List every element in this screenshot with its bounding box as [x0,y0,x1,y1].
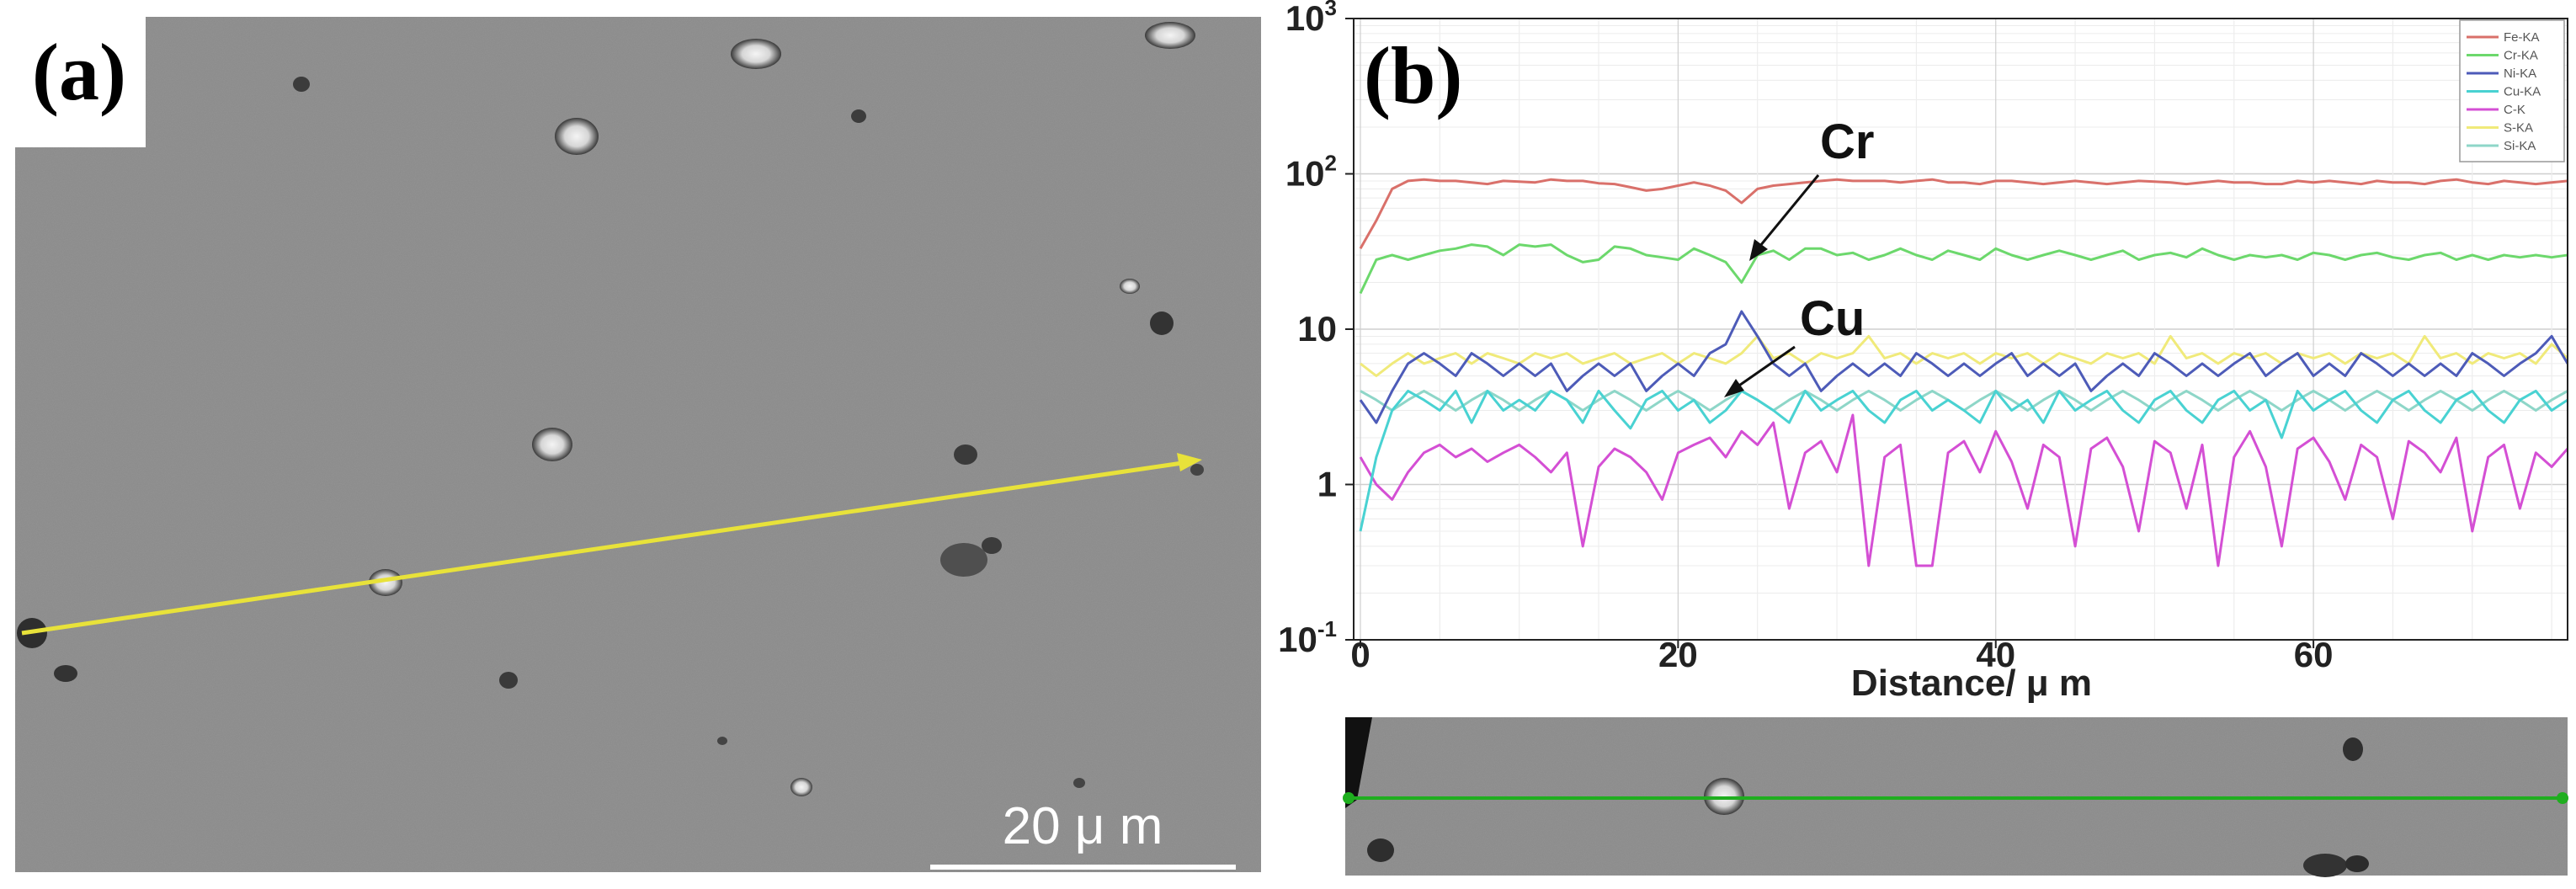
x-axis-label: Distance/ μ m [1851,663,2092,704]
annotation-cr: Cr [1820,114,1874,169]
panel-a-label: (a) [32,27,126,117]
chart-grid [1354,19,2568,641]
series-fe-ka [1359,178,2568,250]
annotation-cr-arrowhead [1749,239,1768,261]
panel-a: (a) 20 μ m [15,17,1261,872]
legend-entry: Si-KA [2504,139,2536,153]
x-axis: 0 20 40 60 [1350,635,2333,674]
inset-dark-corner [1345,717,1372,808]
line-scan-arrow [21,459,1195,636]
annotation-cu-arrowhead [1724,379,1744,397]
legend-entry: Cu-KA [2504,85,2541,99]
chart-series [1359,178,2568,567]
sem-particles-a [17,22,1204,796]
scale-bar-label: 20 μ m [1003,797,1163,855]
series-c-k [1359,413,2568,567]
y-tick-label: 10 [1297,309,1337,349]
annotation-cr-arrow [1754,174,1820,252]
annotation-cu-arrow [1733,345,1796,391]
annotation-cu: Cu [1800,291,1865,346]
x-tick-label: 0 [1350,635,1370,674]
y-tick-label: 10-1 [1278,616,1337,659]
series-cr-ka [1359,243,2568,295]
sem-texture-a [15,17,1261,872]
inset-line-start [1343,792,1355,804]
y-tick-label: 102 [1285,151,1337,194]
legend-entry: C-K [2504,103,2525,117]
series-s-ka [1360,334,2568,377]
panel-b-label: (b) [1364,30,1462,120]
legend-entry: S-KA [2504,121,2533,136]
y-tick-label: 1 [1317,465,1337,504]
line-scan-arrowhead [1177,453,1202,471]
legend: Fe-KA Cr-KA Ni-KA Cu-KA C-K S-KA Si-KA [2459,19,2565,162]
series-cu-ka [1359,389,2568,532]
series-ni-ka [1359,310,2568,424]
legend-entry: Cr-KA [2504,49,2538,63]
y-tick-label: 103 [1285,0,1337,38]
legend-entry: Fe-KA [2504,30,2540,45]
inset-sem [1343,717,2568,877]
legend-entry: Ni-KA [2504,67,2536,81]
panel-a-label-box [15,17,146,147]
inset-line-end [2557,792,2568,804]
